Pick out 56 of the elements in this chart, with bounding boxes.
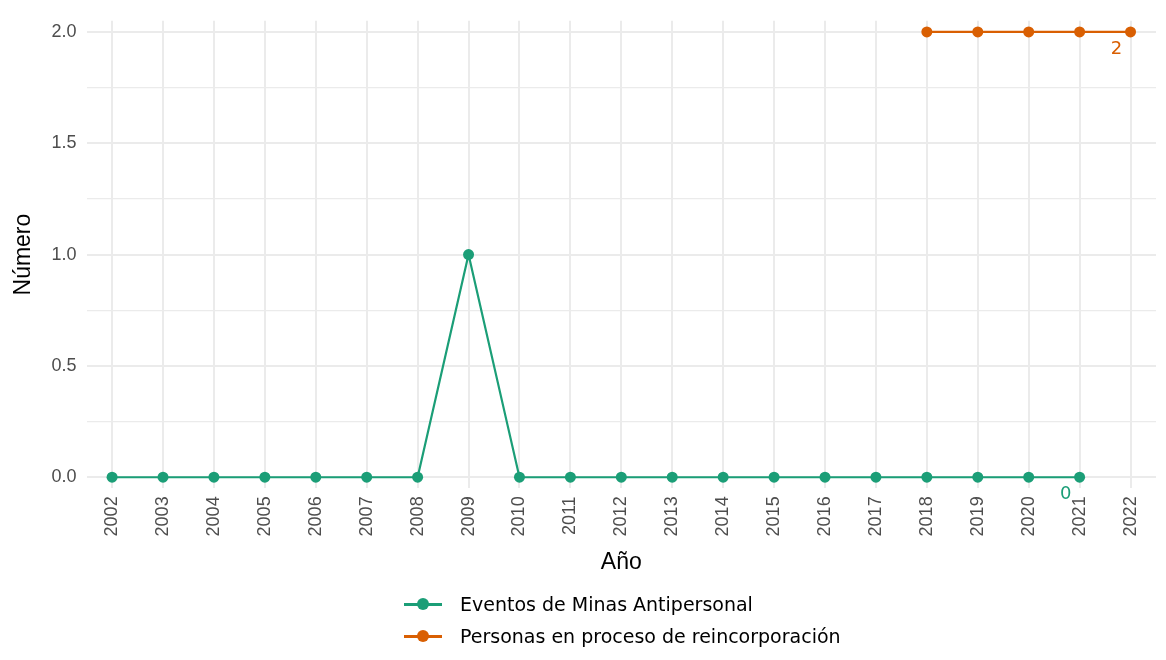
y-tick-label: 1.0 (51, 243, 77, 264)
x-tick-label: 2013 (661, 496, 682, 537)
point (463, 249, 475, 261)
x-tick-label: 2018 (915, 496, 936, 537)
y-tick-label: 2.0 (51, 20, 77, 41)
x-tick-label: 2012 (610, 496, 631, 537)
point (513, 471, 525, 483)
point (259, 471, 271, 483)
point (615, 471, 627, 483)
x-tick-label: 2010 (508, 496, 529, 537)
point (157, 471, 169, 483)
point (768, 471, 780, 483)
x-tick-label: 2008 (406, 496, 427, 537)
point (870, 471, 882, 483)
data-label: 2 (1110, 36, 1123, 58)
x-tick-label: 2020 (1017, 496, 1038, 537)
point (921, 471, 933, 483)
point (1125, 26, 1137, 38)
x-tick-label: 2007 (355, 496, 376, 537)
x-tick-label: 2011 (559, 496, 580, 536)
point (972, 471, 984, 483)
point (819, 471, 831, 483)
y-tick-label: 0.5 (51, 354, 77, 375)
x-tick-label: 2006 (304, 496, 325, 537)
point (106, 471, 118, 483)
legend-label: Personas en proceso de reincorporación (460, 625, 841, 647)
x-tick-label: 2009 (457, 496, 478, 537)
legend-label: Eventos de Minas Antipersonal (460, 593, 753, 615)
x-axis-title: Año (600, 547, 642, 574)
x-tick-label: 2003 (151, 496, 172, 537)
point (564, 471, 576, 483)
point (310, 471, 322, 483)
x-tick-label: 2016 (813, 496, 834, 537)
data-label: 0 (1059, 481, 1072, 503)
x-tick-label: 2015 (763, 496, 784, 537)
point (361, 471, 373, 483)
y-tick-label: 1.5 (51, 132, 77, 153)
x-tick-label: 2022 (1119, 496, 1140, 537)
x-tick-label: 2014 (712, 496, 733, 537)
point (717, 471, 729, 483)
point (208, 471, 220, 483)
y-axis-title: Número (9, 213, 36, 296)
y-tick-label: 0.0 (51, 466, 77, 487)
point (1023, 471, 1035, 483)
point (972, 26, 984, 38)
point (921, 26, 933, 38)
x-tick-label: 2004 (202, 496, 223, 537)
point (1074, 26, 1086, 38)
point (1023, 26, 1035, 38)
point (412, 471, 424, 483)
point (1074, 471, 1086, 483)
x-tick-label: 2019 (966, 496, 987, 537)
x-tick-label: 2002 (101, 496, 122, 537)
x-tick-label: 2005 (253, 496, 274, 537)
x-tick-label: 2017 (864, 496, 885, 537)
point (666, 471, 678, 483)
